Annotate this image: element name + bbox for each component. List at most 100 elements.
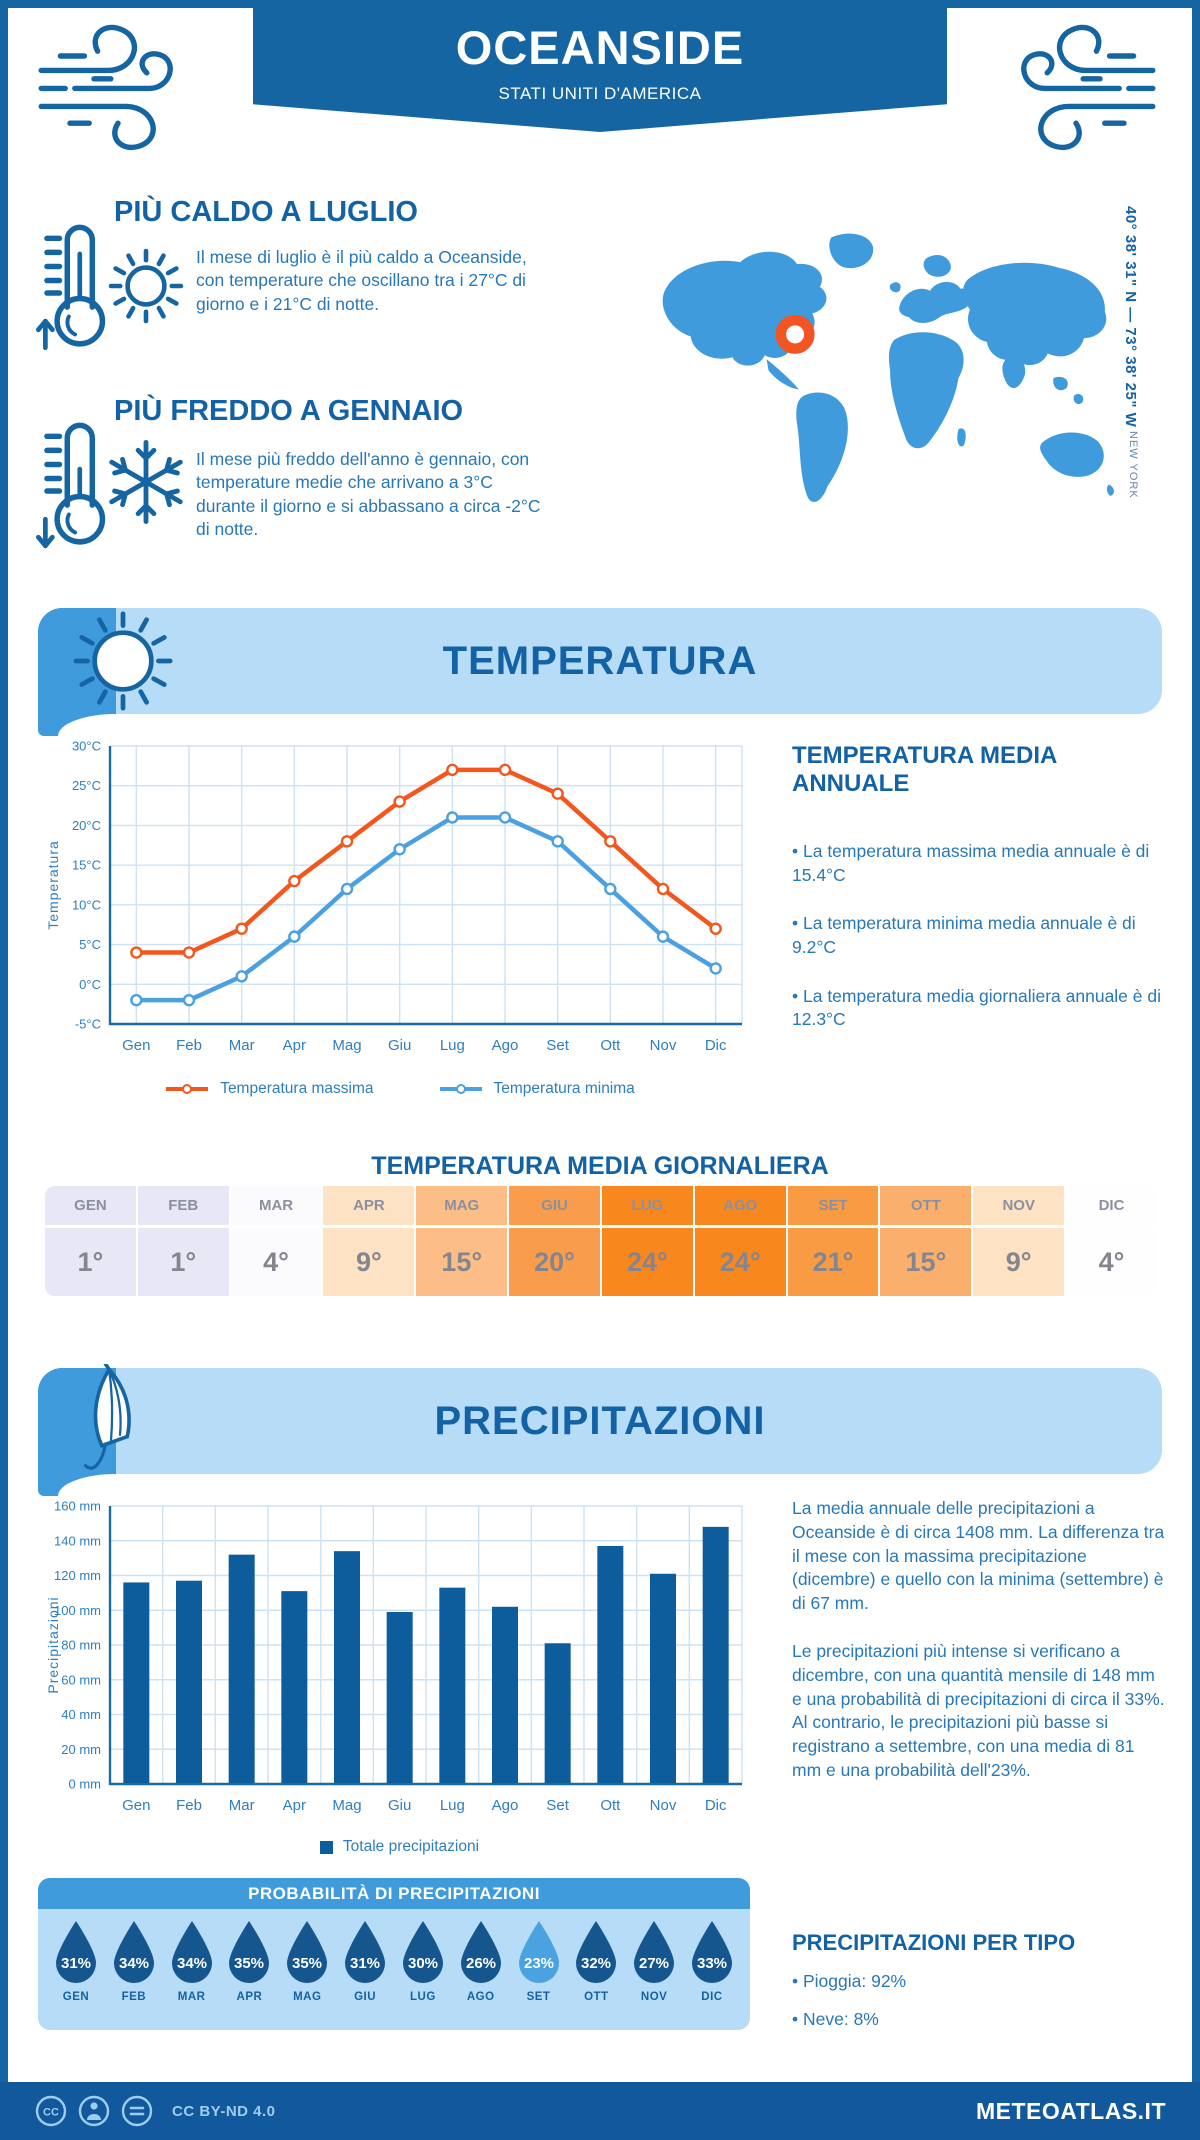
daily-table-value: 4° <box>1066 1228 1157 1296</box>
svg-text:35%: 35% <box>234 1955 264 1972</box>
probability-month: AGO <box>466 1991 495 2003</box>
precipitation-paragraph: Le precipitazioni più intense si verific… <box>792 1640 1165 1780</box>
probability-drop: 23% SET <box>513 1919 565 2003</box>
precipitation-type-panel: PRECIPITAZIONI PER TIPO • Pioggia: 92% •… <box>792 1930 1166 2033</box>
daily-table-value: 1° <box>137 1228 229 1296</box>
annual-temperature-title: TEMPERATURA MEDIA ANNUALE <box>792 742 1057 797</box>
svg-text:Giu: Giu <box>388 1037 411 1054</box>
sun-icon <box>108 248 184 324</box>
daily-table-month: OTT <box>880 1186 972 1225</box>
temperature-section-title: TEMPERATURA <box>442 639 758 683</box>
daily-table-value: 9° <box>973 1228 1065 1296</box>
probability-month: NOV <box>640 1991 668 2003</box>
annual-bullet: • La temperatura minima media annuale è … <box>792 913 1136 957</box>
raindrop-icon: 35% <box>229 1921 270 1983</box>
daily-table-month: AGO <box>694 1186 786 1225</box>
license-badges: CC CC BY-ND 4.0 <box>34 2094 276 2128</box>
raindrop-icon: 34% <box>113 1921 154 1983</box>
site-logo: METEOATLAS.IT <box>975 2097 1166 2124</box>
svg-text:25°C: 25°C <box>72 778 101 793</box>
probability-title: PROBABILITÀ DI PRECIPITAZIONI <box>38 1878 750 1909</box>
svg-text:CC: CC <box>43 2107 59 2119</box>
svg-text:Gen: Gen <box>122 1037 150 1054</box>
daily-table-value: 21° <box>787 1228 879 1296</box>
probability-month: DIC <box>701 1991 723 2003</box>
svg-text:15°C: 15°C <box>72 858 101 873</box>
annual-bullet: • La temperatura media giornaliera annua… <box>792 985 1161 1030</box>
svg-text:60 mm: 60 mm <box>61 1672 101 1687</box>
probability-month: GEN <box>62 1991 90 2003</box>
legend-item: Temperatura minima <box>438 1080 635 1098</box>
daily-table-value: 1° <box>45 1228 136 1296</box>
wind-icon <box>38 24 173 151</box>
svg-text:35%: 35% <box>292 1955 322 1972</box>
daily-table-value: 15° <box>880 1228 972 1296</box>
precipitation-probability-panel: PROBABILITÀ DI PRECIPITAZIONI 31% GEN 34% F… <box>38 1878 750 2030</box>
daily-table-column: MAR 4° <box>230 1186 322 1296</box>
probability-month: SET <box>526 1991 551 2003</box>
header-banner: OCEANSIDE STATI UNITI D'AMERICA <box>253 0 947 132</box>
precipitation-chart-legend: Totale precipitazioni <box>42 1838 757 1856</box>
probability-drop: 31% GEN <box>50 1919 102 2003</box>
raindrop-icon: 31% <box>345 1921 386 1983</box>
svg-text:Set: Set <box>546 1797 569 1814</box>
daily-table-column: APR 9° <box>323 1186 415 1296</box>
page-border-right <box>1192 0 1200 2140</box>
page-border-left <box>0 0 8 2140</box>
daily-table-column: MAG 15° <box>416 1186 508 1296</box>
svg-text:Mag: Mag <box>332 1797 361 1814</box>
svg-text:5°C: 5°C <box>79 937 101 952</box>
annual-temperature-panel: TEMPERATURA MEDIA ANNUALE • La temperatu… <box>792 742 1166 1032</box>
hot-month-text: Il mese di luglio è il più caldo a Ocean… <box>196 247 527 314</box>
svg-text:27%: 27% <box>639 1955 669 1972</box>
daily-table-month: DIC <box>1066 1186 1157 1225</box>
daily-table-column: DIC 4° <box>1066 1186 1157 1296</box>
thermometer-down-icon <box>36 422 106 549</box>
page-subtitle: STATI UNITI D'AMERICA <box>498 84 702 103</box>
daily-table-month: FEB <box>137 1186 229 1225</box>
daily-table-month: LUG <box>601 1186 693 1225</box>
daily-table-month: GEN <box>45 1186 136 1225</box>
daily-table-column: GEN 1° <box>45 1186 136 1296</box>
probability-month: LUG <box>409 1991 436 2003</box>
svg-text:Ott: Ott <box>600 1797 621 1814</box>
coordinates-label: 40° 38' 31" N — 73° 38' 25" W <box>1122 206 1139 428</box>
daily-table-month: MAG <box>416 1186 508 1225</box>
map-location-marker <box>775 314 815 354</box>
probability-month: MAR <box>177 1991 206 2003</box>
svg-text:Ago: Ago <box>492 1037 519 1054</box>
probability-month: FEB <box>121 1991 147 2003</box>
svg-text:Dic: Dic <box>705 1797 727 1814</box>
raindrop-icon: 35% <box>287 1921 328 1983</box>
svg-text:160 mm: 160 mm <box>54 1499 101 1514</box>
svg-text:Apr: Apr <box>283 1797 306 1814</box>
precipitation-text-panel: La media annuale delle precipitazioni a … <box>792 1497 1166 1783</box>
precipitation-type-title: PRECIPITAZIONI PER TIPO <box>792 1930 1076 1955</box>
daily-table-month: SET <box>787 1186 879 1225</box>
annual-bullet: • La temperatura massima media annuale è… <box>792 841 1150 885</box>
daily-table-column: NOV 9° <box>973 1186 1065 1296</box>
temperature-line-chart: -5°C 0°C 5°C 10°C 15°C 20°C 25°C 30°C Gen Feb Mar A… <box>45 739 743 1054</box>
svg-text:-5°C: -5°C <box>75 1017 101 1032</box>
daily-table-column: SET 21° <box>787 1186 879 1296</box>
cc-icon: CC <box>35 2095 67 2127</box>
svg-text:100 mm: 100 mm <box>54 1603 101 1618</box>
geo-coordinates: 40° 38' 31" N — 73° 38' 25" W NEW YORK <box>1122 206 1139 566</box>
daily-table-value: 20° <box>509 1228 600 1296</box>
svg-text:32%: 32% <box>581 1955 611 1972</box>
svg-text:0°C: 0°C <box>79 977 101 992</box>
svg-text:Mar: Mar <box>229 1037 255 1054</box>
svg-text:Set: Set <box>546 1037 569 1054</box>
no-derivatives-icon <box>121 2095 153 2127</box>
svg-text:Feb: Feb <box>176 1797 202 1814</box>
sun-icon <box>73 611 173 711</box>
daily-table-value: 24° <box>694 1228 786 1296</box>
daily-table-month: NOV <box>973 1186 1065 1225</box>
legend-item: Temperatura massima <box>164 1080 374 1098</box>
raindrop-icon: 26% <box>460 1921 501 1983</box>
daily-table-column: OTT 15° <box>880 1186 972 1296</box>
temperature-section-header: TEMPERATURA <box>38 608 1162 736</box>
svg-text:33%: 33% <box>697 1955 727 1972</box>
svg-text:34%: 34% <box>119 1955 149 1972</box>
